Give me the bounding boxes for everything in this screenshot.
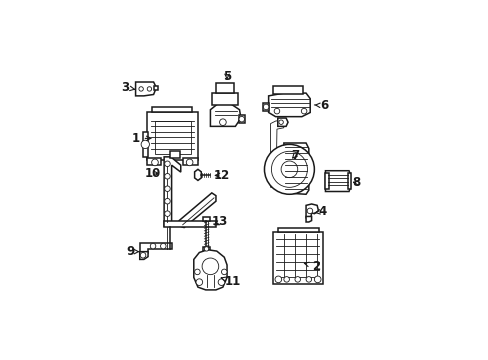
Circle shape — [305, 276, 311, 282]
Circle shape — [239, 116, 244, 122]
Circle shape — [281, 161, 297, 177]
Polygon shape — [152, 107, 192, 112]
Polygon shape — [211, 93, 238, 105]
Polygon shape — [140, 252, 148, 260]
Polygon shape — [216, 84, 233, 93]
Circle shape — [314, 276, 320, 283]
Circle shape — [164, 211, 170, 216]
Circle shape — [271, 151, 307, 187]
Polygon shape — [210, 104, 241, 126]
Circle shape — [204, 247, 208, 251]
Polygon shape — [284, 143, 308, 194]
Polygon shape — [194, 169, 201, 180]
Text: 10: 10 — [144, 167, 161, 180]
Circle shape — [306, 208, 312, 214]
Polygon shape — [193, 250, 226, 290]
Polygon shape — [305, 204, 318, 219]
Circle shape — [218, 279, 224, 285]
Polygon shape — [272, 86, 303, 94]
Circle shape — [194, 269, 200, 275]
Text: 1: 1 — [131, 132, 151, 145]
Polygon shape — [164, 221, 216, 227]
Polygon shape — [203, 217, 210, 221]
Circle shape — [274, 108, 279, 114]
Text: 11: 11 — [221, 275, 240, 288]
Circle shape — [147, 87, 151, 91]
Text: 3: 3 — [121, 81, 135, 94]
Polygon shape — [325, 171, 350, 192]
Polygon shape — [153, 86, 158, 90]
Circle shape — [301, 108, 306, 114]
Polygon shape — [135, 82, 156, 96]
Circle shape — [284, 276, 289, 282]
Circle shape — [164, 198, 170, 204]
Text: 5: 5 — [223, 70, 231, 83]
Polygon shape — [305, 216, 311, 222]
Circle shape — [160, 243, 166, 249]
Circle shape — [264, 144, 314, 194]
Circle shape — [150, 243, 156, 249]
Text: 2: 2 — [304, 260, 319, 273]
Circle shape — [141, 140, 149, 149]
Text: 13: 13 — [212, 216, 228, 229]
Circle shape — [202, 258, 218, 275]
Text: 6: 6 — [314, 99, 327, 112]
Circle shape — [164, 161, 170, 167]
Circle shape — [263, 104, 268, 110]
Polygon shape — [324, 173, 328, 189]
Polygon shape — [164, 157, 181, 226]
Circle shape — [151, 159, 158, 166]
Circle shape — [196, 279, 202, 285]
Polygon shape — [239, 115, 244, 123]
Polygon shape — [179, 193, 216, 228]
Polygon shape — [203, 247, 210, 251]
Circle shape — [164, 186, 170, 192]
Circle shape — [278, 120, 283, 125]
Text: 9: 9 — [125, 245, 140, 258]
Circle shape — [164, 174, 170, 179]
Circle shape — [274, 276, 281, 283]
Polygon shape — [155, 121, 191, 154]
Circle shape — [294, 276, 300, 282]
Circle shape — [221, 269, 226, 275]
Circle shape — [186, 159, 193, 166]
Circle shape — [139, 87, 143, 91]
Polygon shape — [140, 243, 171, 253]
Polygon shape — [270, 121, 284, 187]
Polygon shape — [347, 173, 350, 189]
Circle shape — [140, 252, 145, 258]
Polygon shape — [277, 118, 287, 126]
Polygon shape — [263, 103, 269, 111]
Text: 8: 8 — [352, 176, 360, 189]
Text: 12: 12 — [213, 169, 229, 182]
Text: 7: 7 — [290, 149, 299, 162]
Circle shape — [219, 119, 226, 126]
Polygon shape — [146, 112, 198, 159]
Polygon shape — [278, 228, 318, 232]
Polygon shape — [146, 158, 160, 165]
Polygon shape — [170, 151, 180, 158]
Polygon shape — [272, 232, 322, 284]
Polygon shape — [142, 132, 148, 157]
Polygon shape — [268, 93, 309, 117]
Text: 4: 4 — [314, 205, 325, 218]
Polygon shape — [183, 158, 198, 165]
